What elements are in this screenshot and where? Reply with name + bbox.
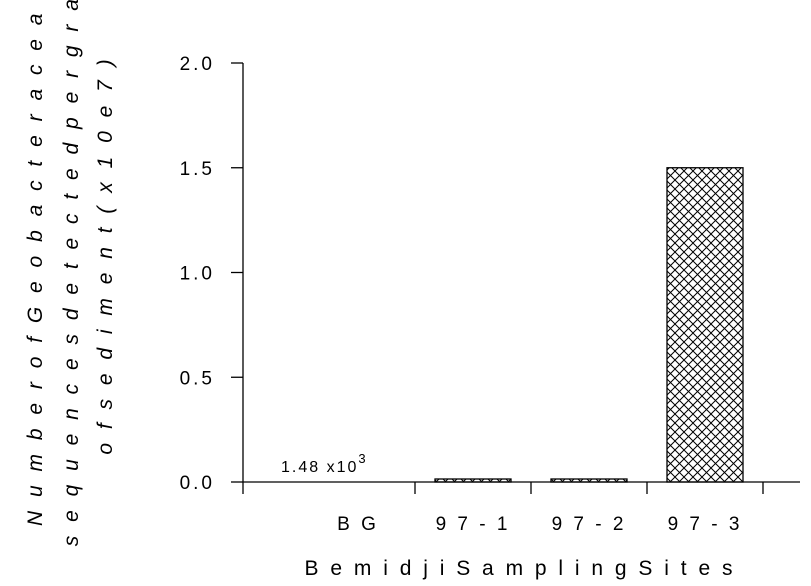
y-axis-title-line-2: s e q u e n c e s d e t e c t e d p e r … — [60, 0, 83, 546]
y-tick-label: 2.0 — [180, 54, 215, 75]
bar-97-2 — [551, 479, 627, 482]
x-axis-title: B e m i d j i S a m p l i n g S i t e s — [305, 557, 736, 580]
y-axis-title-line-1: N u m b e r o f G e o b a c t e r a c e … — [24, 0, 47, 526]
annotation-superscript: 3 — [358, 451, 367, 466]
bar-97-3 — [667, 168, 743, 482]
x-tick-label: B G — [337, 514, 379, 535]
x-axis-ticks: B G 9 7 - 1 9 7 - 2 9 7 - 3 — [243, 482, 763, 535]
y-axis-ticks: 0.0 0.5 1.0 1.5 2.0 — [180, 54, 243, 494]
y-axis-title-line-3: o f s e d i m e n t ( x 1 0 e 7 ) — [94, 55, 117, 454]
bar-97-1 — [435, 479, 511, 482]
x-tick-label: 9 7 - 3 — [668, 514, 743, 535]
annotation-text: 1.48 x10 — [281, 459, 358, 476]
x-tick-label: 9 7 - 1 — [436, 514, 511, 535]
x-tick-label: 9 7 - 2 — [552, 514, 627, 535]
y-tick-label: 0.5 — [180, 368, 215, 389]
y-tick-label: 0.0 — [180, 473, 215, 494]
bars — [435, 168, 743, 482]
y-tick-label: 1.0 — [180, 264, 215, 285]
y-axis-title: N u m b e r o f G e o b a c t e r a c e … — [24, 0, 117, 546]
y-tick-label: 1.5 — [180, 159, 215, 180]
bg-value-annotation: 1.48 x103 — [281, 451, 368, 476]
